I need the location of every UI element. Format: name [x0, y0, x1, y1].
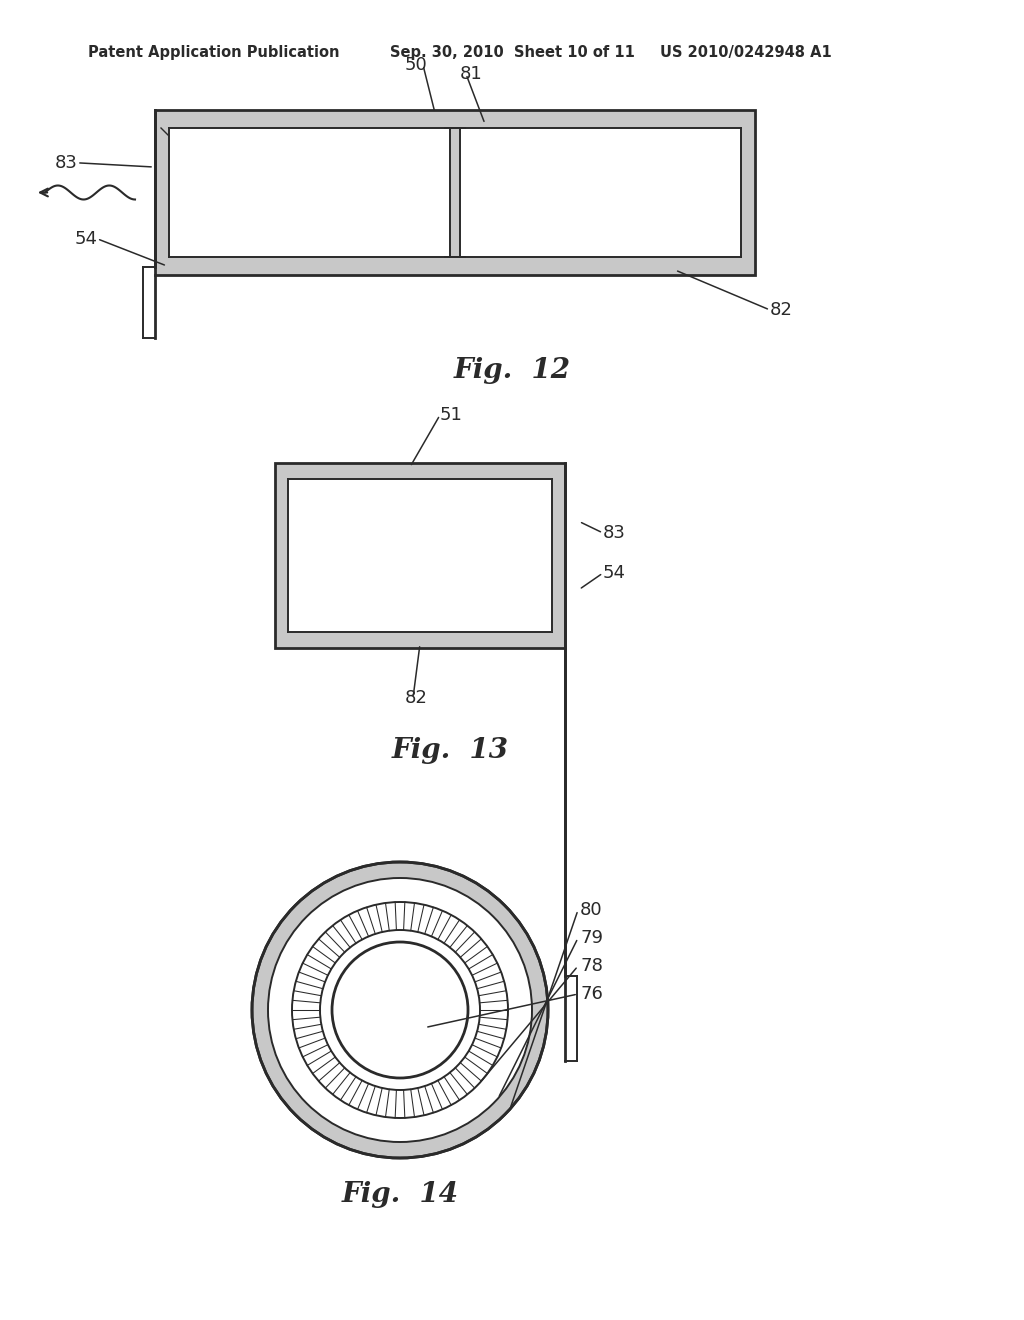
Bar: [155, 110, 755, 275]
Circle shape: [252, 862, 548, 1158]
Text: 79: 79: [580, 929, 603, 946]
Text: 78: 78: [580, 957, 603, 975]
Text: 81: 81: [460, 65, 482, 83]
Circle shape: [319, 931, 480, 1090]
Bar: [288, 479, 552, 632]
Text: 80: 80: [580, 902, 603, 919]
Text: Fig.  12: Fig. 12: [454, 356, 570, 384]
Text: 76: 76: [580, 985, 603, 1003]
Bar: [461, 128, 741, 257]
Text: 51: 51: [440, 407, 463, 424]
Text: 50: 50: [406, 55, 428, 74]
Text: 83: 83: [55, 154, 78, 172]
Text: 83: 83: [603, 524, 626, 543]
Text: 54: 54: [75, 230, 98, 248]
Text: Patent Application Publication: Patent Application Publication: [88, 45, 340, 59]
Text: Fig.  13: Fig. 13: [391, 737, 509, 763]
Text: 82: 82: [770, 301, 793, 319]
Text: Fig.  14: Fig. 14: [341, 1181, 459, 1209]
Bar: [275, 463, 565, 648]
Bar: [169, 128, 449, 257]
Text: US 2010/0242948 A1: US 2010/0242948 A1: [660, 45, 831, 59]
Text: Sep. 30, 2010  Sheet 10 of 11: Sep. 30, 2010 Sheet 10 of 11: [390, 45, 635, 59]
Text: 54: 54: [603, 564, 626, 582]
Circle shape: [268, 878, 532, 1142]
Circle shape: [332, 942, 468, 1078]
Text: 82: 82: [406, 689, 428, 708]
